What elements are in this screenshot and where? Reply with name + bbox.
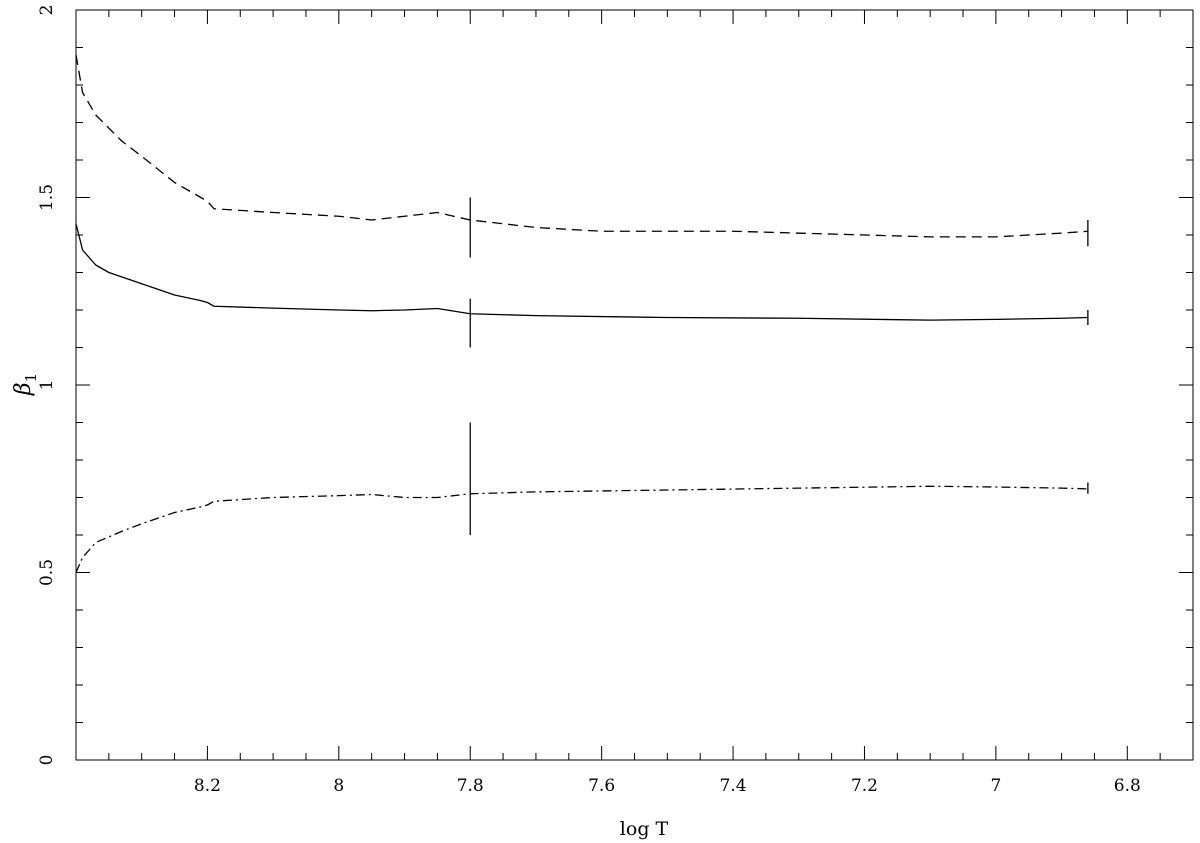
x-tick-label: 8.2: [194, 776, 221, 796]
y-tick-label: 2: [37, 5, 57, 16]
x-tick-label: 7: [990, 776, 1001, 796]
y-axis-label: β1: [11, 373, 40, 396]
y-axis-label-subscript: 1: [22, 373, 40, 383]
svg-text:β1: β1: [11, 373, 40, 396]
y-axis-label-main: β: [11, 382, 36, 396]
y-tick-label: 0.5: [37, 559, 57, 586]
series-line-dash-dot: [75, 485, 1088, 573]
y-tick-label: 1.5: [37, 184, 57, 211]
series-line-solid: [75, 223, 1088, 321]
axis-ticks: [75, 9, 1194, 761]
x-tick-label: 7.6: [588, 776, 615, 796]
x-tick-label: 7.4: [720, 776, 747, 796]
series-group: [75, 54, 1088, 573]
x-axis-label: log T: [620, 818, 669, 840]
x-tick-label: 7.2: [851, 776, 878, 796]
y-tick-label: 1: [37, 380, 57, 391]
tick-labels: 8.2 8 7.8 7.6 7.4 7.2 7 6.8 0 0.5 1 1.5 2: [37, 5, 1141, 796]
x-tick-label: 7.8: [457, 776, 484, 796]
series-line-dashed: [75, 54, 1088, 238]
x-tick-label: 8: [333, 776, 344, 796]
vertical-markers: [469, 197, 1089, 535]
plot-frame: [75, 9, 1194, 761]
x-tick-label: 6.8: [1114, 776, 1141, 796]
y-tick-label: 0: [37, 755, 57, 766]
